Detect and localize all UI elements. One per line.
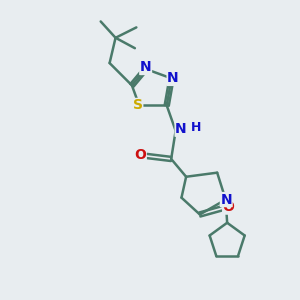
Text: N: N [175,122,187,136]
Text: O: O [134,148,146,162]
Text: S: S [133,98,143,112]
Text: N: N [220,193,232,207]
Text: N: N [140,61,152,74]
Text: N: N [167,71,179,85]
Text: H: H [191,121,202,134]
Text: O: O [223,200,235,214]
